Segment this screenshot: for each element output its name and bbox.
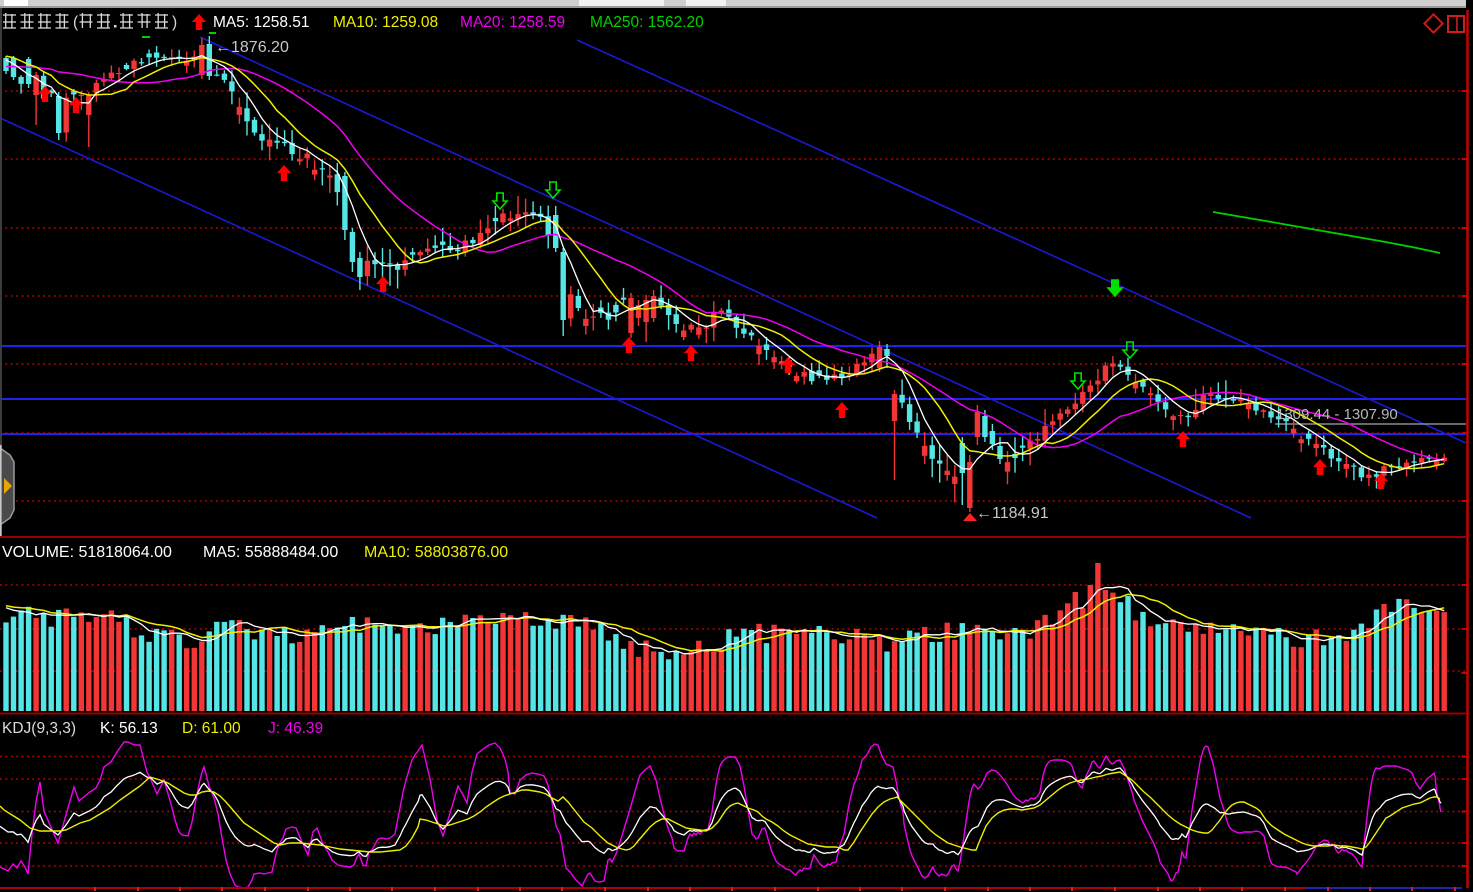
svg-text:MA5: 1258.51: MA5: 1258.51 [213, 14, 310, 31]
svg-text:VOLUME: 51818064.00: VOLUME: 51818064.00 [2, 544, 172, 561]
svg-text:): ) [172, 14, 177, 31]
svg-text:D: 61.00: D: 61.00 [182, 720, 241, 737]
svg-text:KDJ(9,3,3): KDJ(9,3,3) [2, 720, 76, 737]
svg-text:MA10: 58803876.00: MA10: 58803876.00 [364, 544, 508, 561]
svg-text:MA5: 55888484.00: MA5: 55888484.00 [203, 544, 338, 561]
svg-text:MA250: 1562.20: MA250: 1562.20 [590, 14, 704, 31]
svg-text:K: 56.13: K: 56.13 [100, 720, 158, 737]
svg-text:(: ( [73, 14, 79, 31]
svg-text:1309.44 - 1307.90: 1309.44 - 1307.90 [1276, 406, 1398, 423]
svg-text:←1876.20: ←1876.20 [215, 39, 289, 56]
svg-text:MA10: 1259.08: MA10: 1259.08 [333, 14, 438, 31]
svg-text:J: 46.39: J: 46.39 [268, 720, 323, 737]
svg-text:MA20: 1258.59: MA20: 1258.59 [460, 14, 565, 31]
svg-text:←1184.91: ←1184.91 [976, 505, 1049, 522]
